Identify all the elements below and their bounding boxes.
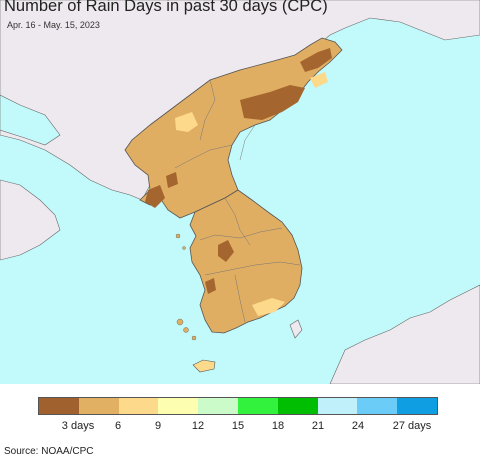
light-region-southeast — [252, 298, 285, 316]
legend-label: 15 — [231, 420, 245, 432]
legend-swatch — [237, 398, 278, 414]
legend-swatch — [118, 398, 159, 414]
legend-label: 12 — [191, 420, 205, 432]
tsushima-land — [289, 319, 303, 339]
rain-days-map — [0, 0, 480, 384]
page-title: Number of Rain Days in past 30 days (CPC… — [4, 0, 328, 15]
legend-swatch — [158, 398, 199, 414]
dry-region-southwest — [205, 278, 216, 294]
legend-swatch — [39, 398, 79, 414]
legend-swatch — [357, 398, 398, 414]
legend-label: 18 — [271, 420, 285, 432]
date-range: Apr. 16 - May. 15, 2023 — [7, 20, 100, 30]
dry-region-pyongyang — [166, 172, 178, 188]
light-region-north — [175, 112, 198, 132]
shandong-land — [0, 179, 61, 261]
dry-region-south — [218, 240, 234, 262]
japan-land — [329, 284, 480, 384]
legend-swatch — [317, 398, 358, 414]
legend-swatch — [78, 398, 119, 414]
legend-labels: 3 days 6 9 12 15 18 21 24 27 days — [0, 420, 480, 434]
color-legend — [38, 397, 438, 415]
light-region-northeast — [310, 72, 328, 88]
legend-label: 21 — [311, 420, 325, 432]
dry-region-north — [240, 85, 305, 120]
coastal-islands — [175, 233, 197, 341]
province-borders — [174, 79, 301, 323]
legend-label: 3 days — [61, 420, 95, 432]
legend-label: 6 — [114, 420, 122, 432]
legend-swatch — [198, 398, 238, 414]
legend-label: 27 days — [392, 420, 432, 432]
legend-swatch — [277, 398, 318, 414]
coast-inlet — [0, 94, 61, 146]
legend-swatch — [397, 398, 437, 414]
south-korea-land — [189, 189, 303, 334]
jeju-island — [192, 359, 216, 373]
dry-region-northeast — [300, 48, 332, 72]
legend-label: 24 — [351, 420, 365, 432]
dry-region-west — [145, 185, 165, 208]
source-credit: Source: NOAA/CPC — [4, 446, 94, 457]
legend-label: 9 — [154, 420, 162, 432]
